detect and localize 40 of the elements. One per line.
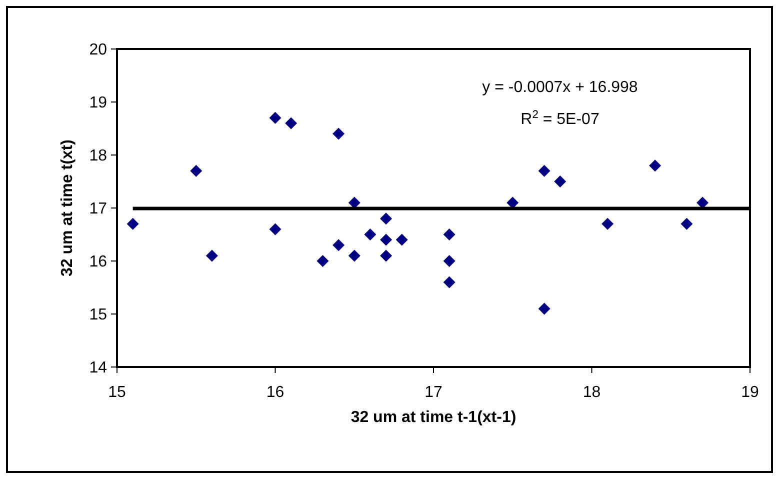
point bbox=[332, 128, 345, 140]
y-tick-label: 16 bbox=[89, 254, 108, 271]
x-axis-title: 32 um at time t-1(xt-1) bbox=[350, 409, 516, 426]
point bbox=[364, 228, 376, 240]
annotation: R$^{2}$ = 5E-07 bbox=[520, 109, 600, 128]
x-tick-label: 19 bbox=[741, 384, 759, 401]
y-tick-label: 19 bbox=[89, 94, 108, 112]
x-tick-label: 18 bbox=[582, 384, 601, 401]
point bbox=[538, 164, 550, 177]
y-tick-label: 14 bbox=[89, 360, 108, 377]
y-tick-label: 20 bbox=[89, 42, 108, 59]
point bbox=[269, 223, 282, 236]
y-axis-title: 32 um at time t(xt) bbox=[59, 140, 76, 276]
x-tick-label: 15 bbox=[108, 384, 126, 401]
point bbox=[554, 176, 566, 188]
point bbox=[190, 164, 202, 177]
point bbox=[206, 250, 218, 262]
point bbox=[443, 255, 456, 267]
point bbox=[396, 234, 408, 246]
point bbox=[380, 212, 392, 225]
point bbox=[380, 250, 392, 262]
point bbox=[443, 276, 456, 288]
x-tick-label: 16 bbox=[266, 384, 284, 401]
annotation: y = -0.0007x + 16.998 bbox=[482, 79, 638, 96]
x-tick-label: 17 bbox=[424, 384, 442, 401]
point bbox=[269, 112, 282, 124]
point bbox=[538, 302, 550, 315]
point bbox=[649, 160, 662, 172]
point bbox=[443, 228, 456, 240]
point bbox=[332, 239, 345, 252]
point bbox=[680, 218, 693, 230]
point bbox=[602, 218, 614, 230]
point bbox=[285, 117, 298, 130]
point bbox=[380, 234, 392, 246]
y-tick-label: 15 bbox=[89, 306, 108, 324]
y-tick-label: 17 bbox=[89, 200, 108, 218]
y-tick-label: 18 bbox=[89, 148, 108, 165]
point bbox=[348, 250, 360, 262]
point bbox=[316, 255, 329, 267]
point bbox=[126, 218, 139, 230]
